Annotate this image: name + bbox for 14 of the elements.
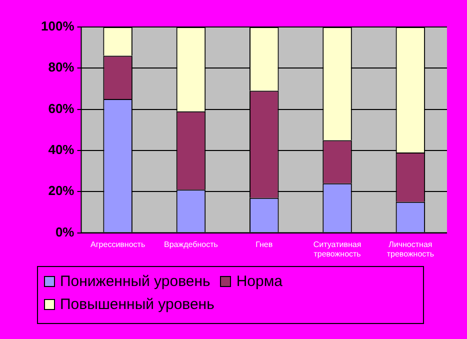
x-tick-label: Ситуативная тревожность xyxy=(313,240,362,258)
y-tick-label: 60% xyxy=(48,100,75,116)
y-tick-label: 80% xyxy=(48,60,75,75)
x-tick-label: Гнев xyxy=(256,240,273,249)
y-tick-label: 0% xyxy=(55,224,75,240)
x-tick-label: Агрессивность xyxy=(90,240,146,249)
y-tick-label: 20% xyxy=(48,183,75,198)
y-tick-label: 40% xyxy=(48,142,75,158)
legend-label: Пониженный уровень xyxy=(60,273,210,290)
y-tick-label: 100% xyxy=(41,18,75,34)
legend-label: Норма xyxy=(236,273,282,290)
x-tick-label: Враждебность xyxy=(164,240,218,249)
legend-label: Повышенный уровень xyxy=(60,296,214,313)
x-tick-label: Личностная тревожность xyxy=(386,240,434,258)
